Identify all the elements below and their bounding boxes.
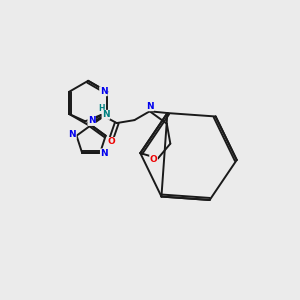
Text: N: N [102, 110, 110, 119]
Text: O: O [150, 155, 158, 164]
Text: H: H [98, 104, 105, 113]
Text: N: N [146, 102, 154, 111]
Text: N: N [100, 149, 108, 158]
Text: N: N [100, 87, 107, 96]
Text: O: O [108, 137, 115, 146]
Text: N: N [88, 116, 95, 125]
Text: N: N [69, 130, 76, 139]
